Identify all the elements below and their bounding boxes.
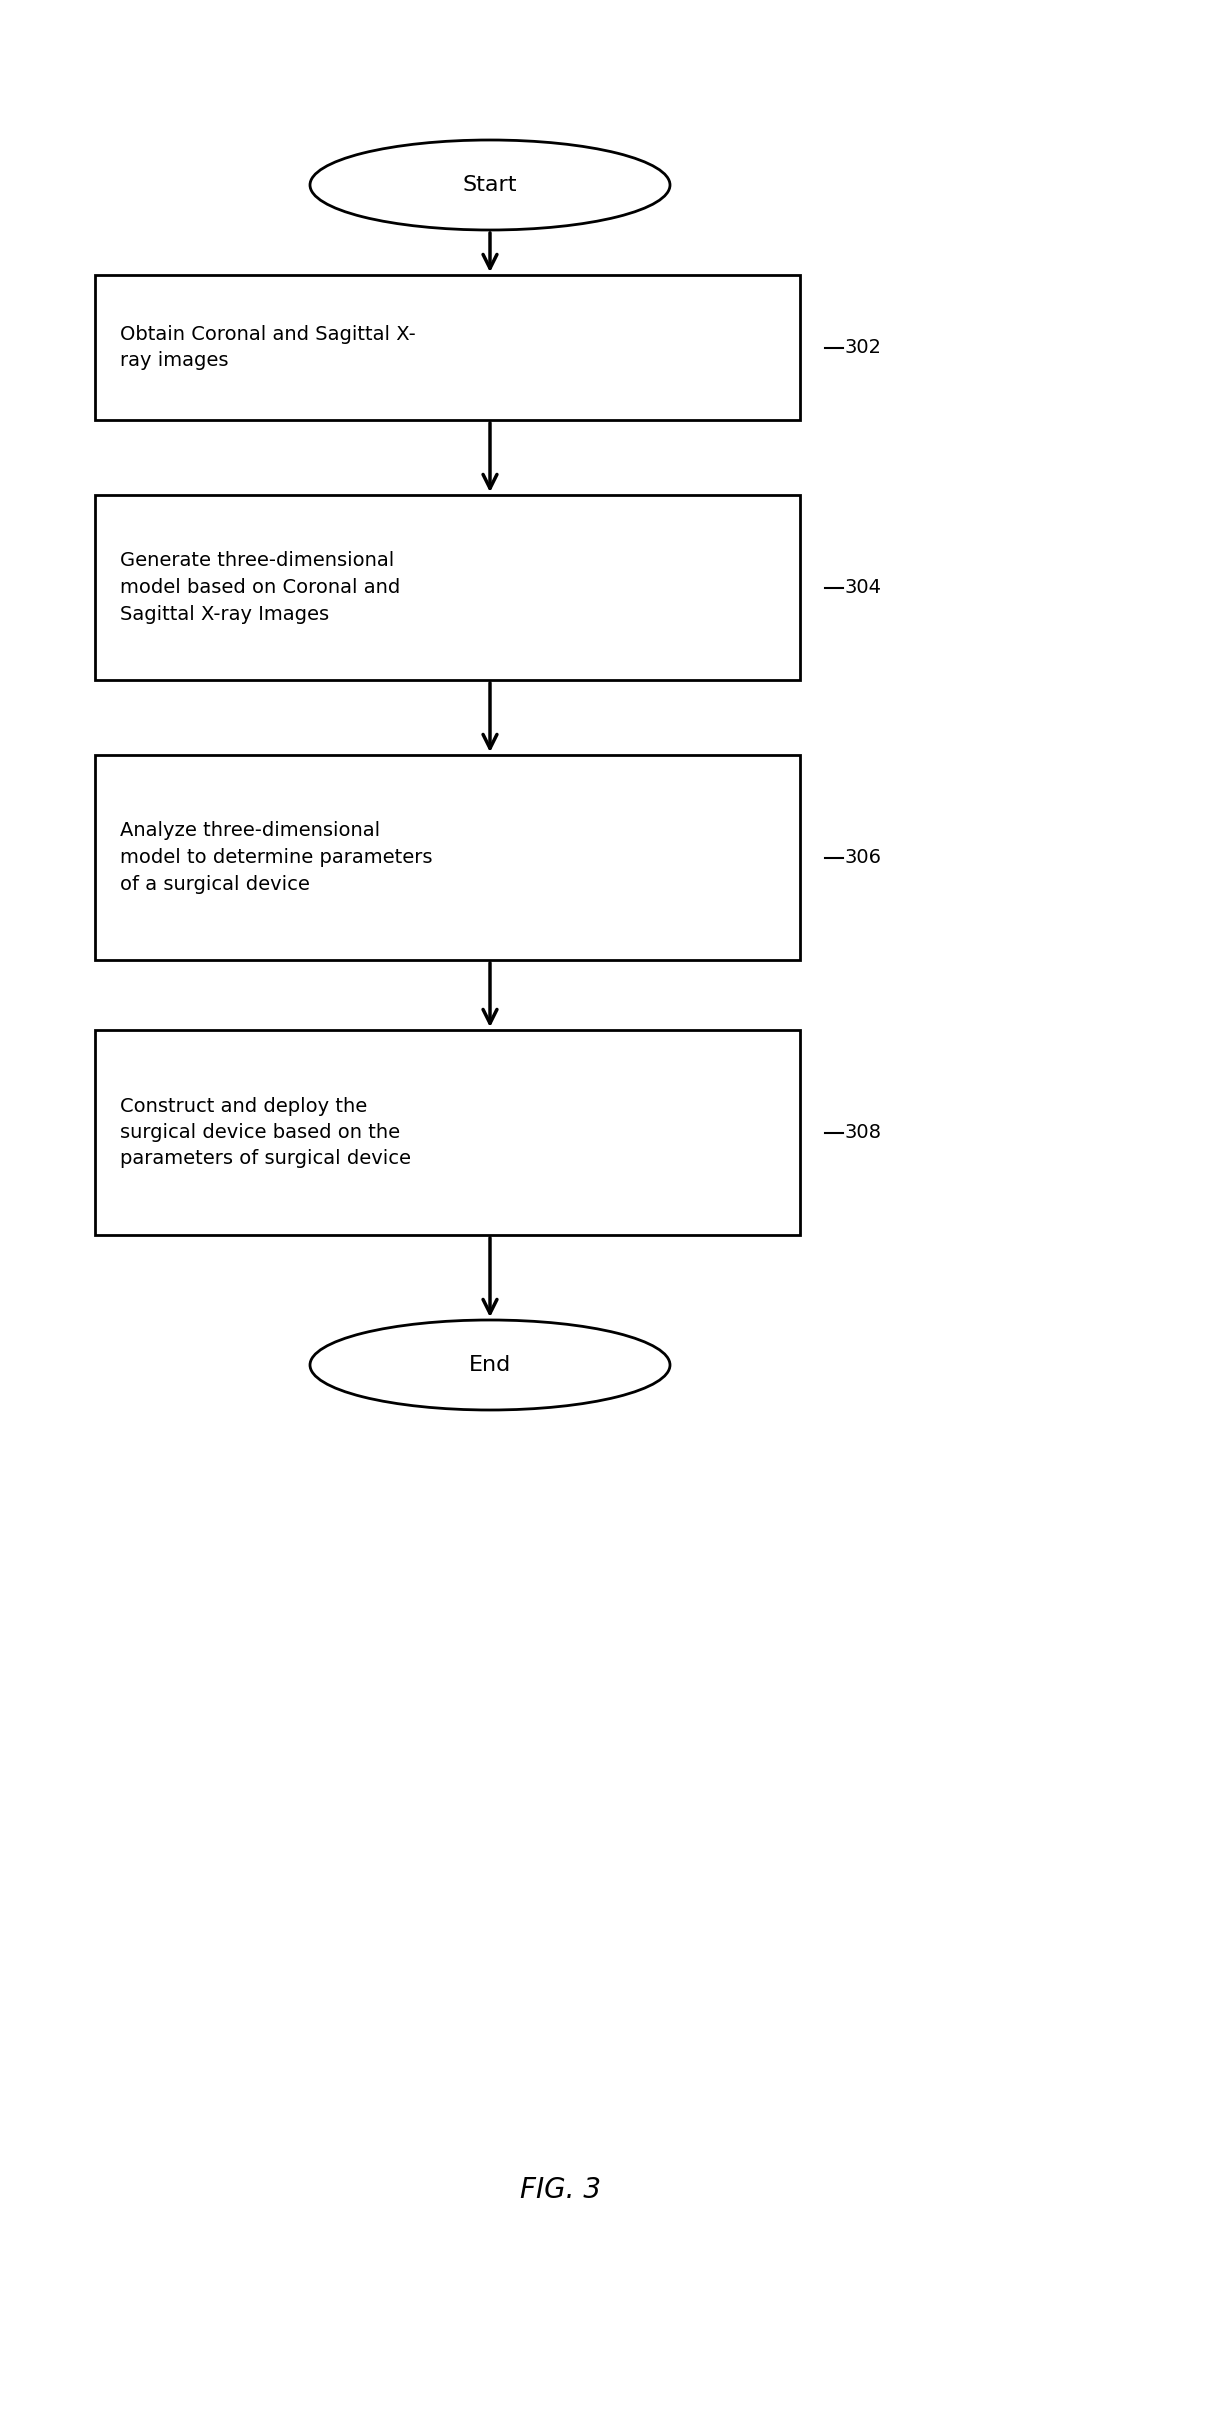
Text: Obtain Coronal and Sagittal X-
ray images: Obtain Coronal and Sagittal X- ray image…	[119, 326, 416, 369]
Text: 308: 308	[845, 1123, 883, 1142]
Text: Generate three-dimensional
model based on Coronal and
Sagittal X-ray Images: Generate three-dimensional model based o…	[119, 552, 400, 625]
Text: 302: 302	[845, 338, 883, 357]
Bar	[95, 756, 800, 960]
Bar	[95, 496, 800, 680]
Text: Analyze three-dimensional
model to determine parameters
of a surgical device: Analyze three-dimensional model to deter…	[119, 821, 433, 894]
Ellipse shape	[310, 1319, 670, 1409]
Text: 306: 306	[845, 848, 883, 868]
Text: Start: Start	[463, 175, 517, 194]
Text: 304: 304	[845, 578, 883, 598]
Text: Construct and deploy the
surgical device based on the
parameters of surgical dev: Construct and deploy the surgical device…	[119, 1096, 411, 1169]
Text: End: End	[469, 1356, 511, 1375]
Text: FIG. 3: FIG. 3	[521, 2175, 601, 2204]
Ellipse shape	[310, 141, 670, 231]
Bar	[95, 1030, 800, 1234]
Bar	[95, 275, 800, 420]
